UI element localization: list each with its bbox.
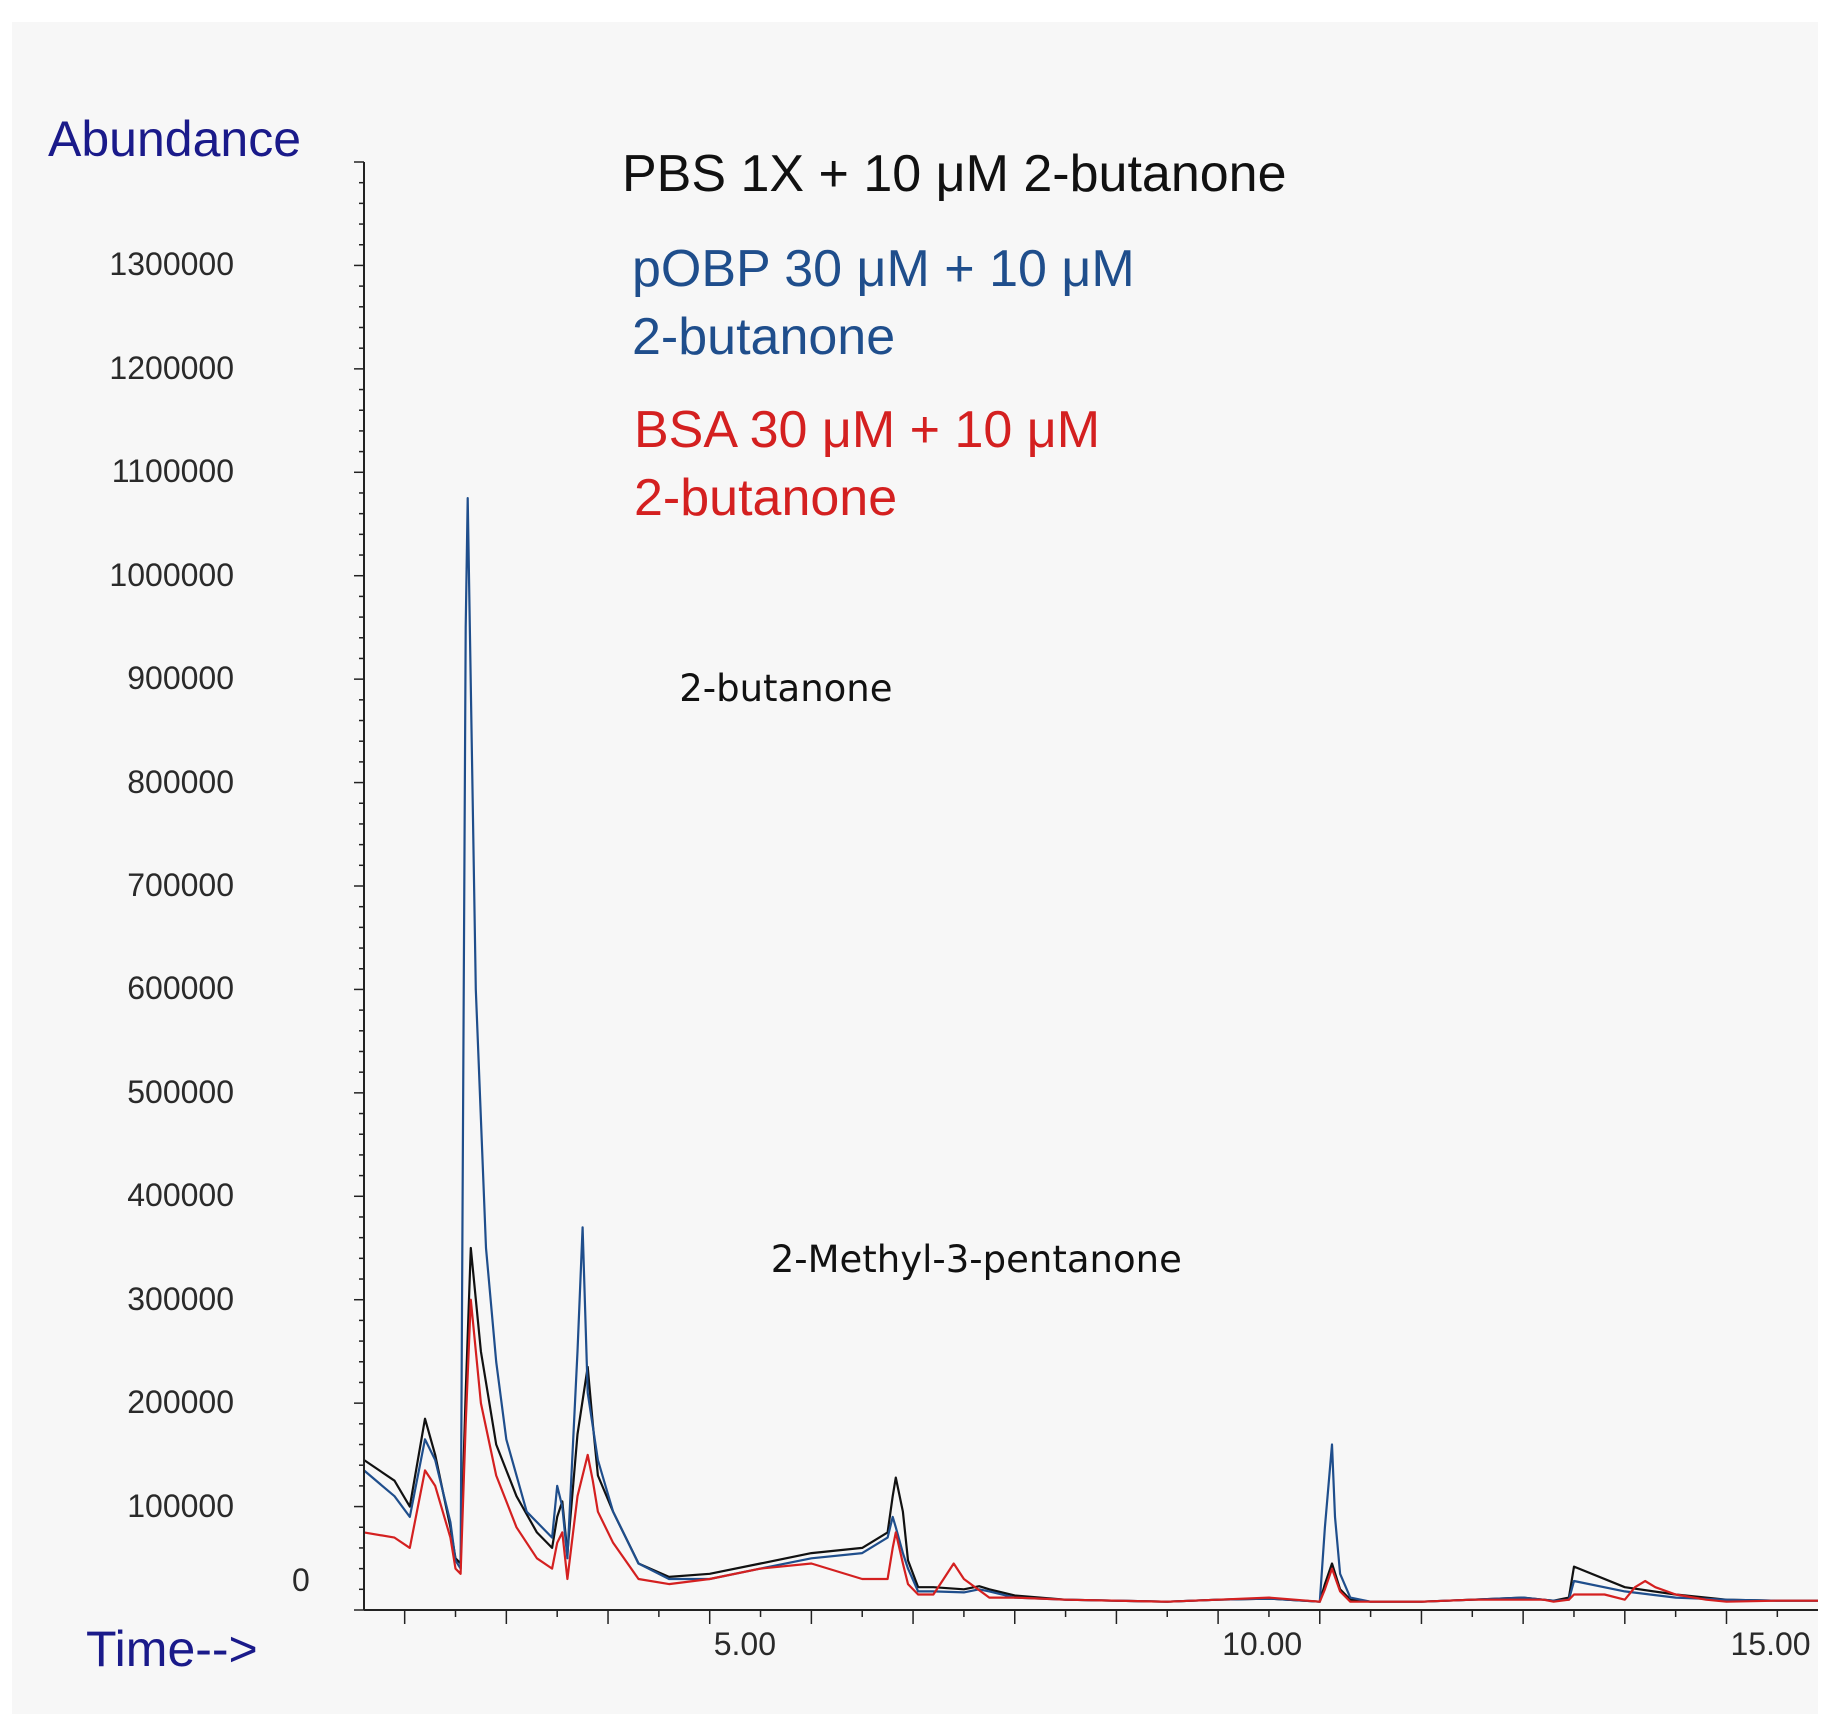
legend-entry-pbs-text: PBS 1X + 10 μM 2-butanone (622, 145, 1287, 203)
legend-entry-pbs: PBS 1X + 10 μM 2-butanone (622, 140, 1287, 208)
y-axis-title: Abundance (48, 111, 302, 167)
series-line-bsa (363, 1298, 1818, 1603)
peak-annotation: 2-Methyl-3-pentanone (770, 1238, 1182, 1282)
x-tick-label: 10.00 (1222, 1626, 1303, 1662)
y-tick-label: 400000 (127, 1177, 234, 1214)
legend-entry-bsa: BSA 30 μM + 10 μM 2-butanone (634, 396, 1100, 532)
y-tick-label: 700000 (127, 867, 234, 903)
y-tick-label: 1000000 (109, 556, 234, 593)
series-line-pbs (363, 1246, 1818, 1603)
peak-annotation: 2-butanone (679, 667, 893, 711)
legend-entry-pobp-line1: pOBP 30 μM + 10 μM (632, 240, 1135, 298)
x-axis-title: Time--> (86, 1621, 258, 1677)
y-tick-label: 1100000 (111, 453, 234, 490)
legend-entry-bsa-line1: BSA 30 μM + 10 μM (634, 401, 1101, 459)
y-tick-label: 200000 (127, 1384, 234, 1421)
chromatogram-chart (354, 161, 1818, 1624)
y-tick-label: 300000 (127, 1280, 234, 1317)
y-tick-label: 600000 (127, 970, 234, 1007)
y-tick-label: 100000 (127, 1487, 234, 1524)
y-tick-label: 800000 (127, 763, 234, 800)
chart-panel: 0 100000 200000 300000 400000 500000 600000 700… (12, 22, 1818, 1714)
x-tick-label: 5.00 (713, 1626, 776, 1662)
y-tick-label: 500000 (127, 1073, 234, 1110)
series-line-pobp (363, 497, 1818, 1603)
legend-entry-bsa-line2: 2-butanone (634, 469, 898, 527)
y-tick-label: 900000 (127, 660, 234, 697)
x-tick-label: 15.00 (1730, 1626, 1811, 1662)
y-tick-label: 1200000 (109, 349, 234, 386)
y-tick-label: 0 (292, 1562, 310, 1598)
legend-entry-pobp-line2: 2-butanone (632, 308, 896, 366)
legend-entry-pobp: pOBP 30 μM + 10 μM 2-butanone (632, 235, 1135, 371)
y-tick-label: 1300000 (109, 246, 234, 283)
